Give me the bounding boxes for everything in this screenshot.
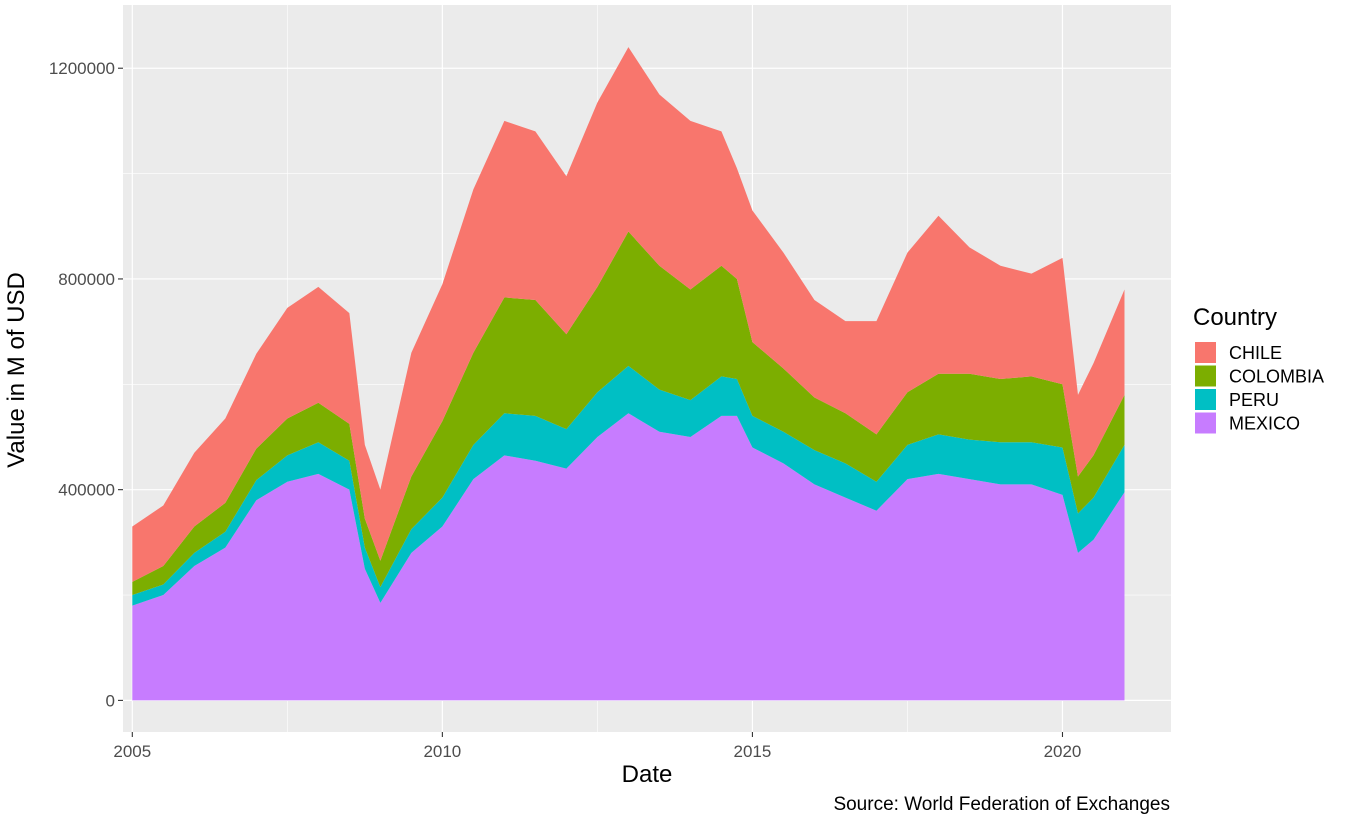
y-tick-label: 0 [106, 691, 115, 710]
y-tick-label: 800000 [58, 270, 115, 289]
area-series [132, 47, 1125, 701]
x-tick-label: 2015 [734, 742, 772, 761]
legend-key-colombia [1195, 365, 1216, 387]
legend-label-peru: PERU [1229, 390, 1279, 410]
y-axis-ticks: 0 400000 800000 1200000 [49, 59, 123, 710]
legend-label-colombia: COLOMBIA [1229, 367, 1324, 387]
area-chile [132, 47, 1125, 582]
legend-key-peru [1195, 389, 1216, 410]
area-colombia [132, 231, 1125, 596]
legend-key-mexico [1195, 412, 1216, 434]
x-tick-label: 2005 [113, 742, 151, 761]
legend: Country CHILE COLOMBIA PERU MEXICO [1193, 304, 1324, 434]
area-mexico [132, 413, 1125, 701]
y-tick-label: 400000 [58, 481, 115, 500]
x-tick-label: 2020 [1044, 742, 1082, 761]
y-axis-title: Value in M of USD [3, 272, 30, 468]
legend-label-mexico: MEXICO [1229, 414, 1300, 434]
y-tick-label: 1200000 [49, 59, 115, 78]
legend-title: Country [1193, 304, 1277, 331]
x-tick-label: 2010 [423, 742, 461, 761]
x-axis-title: Date [622, 761, 673, 788]
legend-label-chile: CHILE [1229, 343, 1282, 363]
x-axis-ticks: 2005 2010 2015 2020 [113, 732, 1081, 761]
legend-key-chile [1195, 342, 1216, 363]
source-caption: Source: World Federation of Exchanges [833, 794, 1170, 815]
